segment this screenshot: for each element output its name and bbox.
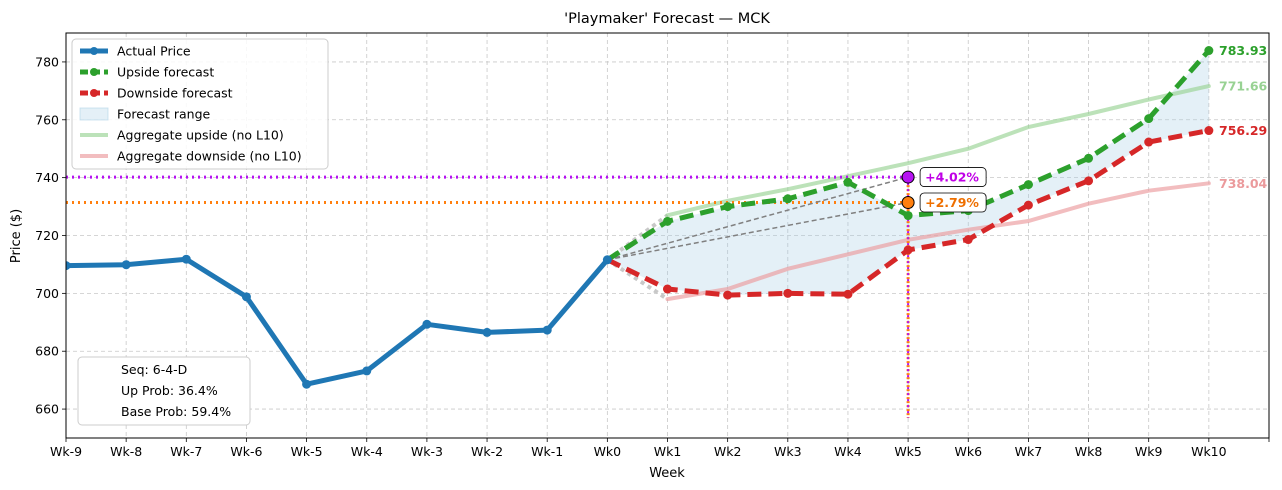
downside-forecast-point — [783, 288, 793, 298]
legend-label: Upside forecast — [117, 65, 214, 80]
actual-price-point — [66, 261, 71, 271]
legend-swatch-marker — [90, 89, 98, 97]
actual-price-point — [422, 319, 432, 329]
x-tick-label: Wk7 — [1015, 444, 1043, 459]
end-value-label: 783.93 — [1219, 43, 1267, 58]
marker-label-box — [919, 167, 987, 187]
upside-forecast-point — [903, 211, 913, 221]
forecast-range-band — [607, 50, 1209, 296]
x-tick-label: Wk-1 — [531, 444, 563, 459]
legend-swatch — [79, 107, 109, 121]
legend: Actual Price Upside forecast Downside fore… — [71, 38, 329, 170]
stats-line: Up Prob: 36.4% — [121, 383, 218, 398]
x-tick-label: Wk8 — [1075, 444, 1103, 459]
y-tick-label: 700 — [35, 286, 59, 301]
chart-title: 'Playmaker' Forecast — MCK — [564, 11, 770, 27]
y-tick-label: 780 — [35, 54, 59, 69]
marker-projection-line — [607, 201, 909, 261]
actual-price-point — [362, 366, 372, 376]
legend-label: Aggregate upside (no L10) — [117, 128, 284, 143]
legend-swatch-marker — [90, 68, 98, 76]
aggregate-downside-line — [665, 181, 1211, 302]
end-value-label: 771.66 — [1219, 79, 1268, 94]
actual-price-point — [241, 292, 251, 302]
stats-line: Base Prob: 59.4% — [121, 404, 231, 419]
downside-forecast-point — [963, 235, 973, 245]
marker-label: +4.02% — [925, 170, 979, 185]
downside-forecast-point — [1204, 126, 1214, 136]
upside-forecast-point — [663, 216, 672, 226]
legend-label: Forecast range — [117, 107, 211, 122]
x-tick-label: Wk-7 — [170, 444, 202, 459]
x-tick-label: Wk4 — [834, 444, 862, 459]
legend-label: Actual Price — [117, 44, 191, 59]
actual-price-point — [181, 254, 191, 264]
end-value-label: 738.04 — [1219, 176, 1268, 191]
y-tick-label: 760 — [35, 112, 59, 127]
y-tick-label: 720 — [35, 228, 59, 243]
x-tick-label: Wk3 — [774, 444, 802, 459]
stats-box-frame — [77, 356, 251, 426]
downside-forecast-point — [843, 289, 853, 299]
upside-forecast-point — [1204, 46, 1214, 56]
x-ticks: Wk-9 Wk-8 Wk-7 Wk-6 Wk-5 Wk-4 Wk-3 Wk-2 Wk-1 Wk0 W… — [50, 438, 1270, 459]
downside-forecast-point — [1084, 176, 1094, 186]
marker-label: +2.79% — [925, 195, 979, 210]
downside-forecast-point — [663, 284, 672, 294]
x-tick-label: Wk-2 — [471, 444, 503, 459]
upside-forecast-point — [783, 194, 793, 204]
actual-price-point — [302, 379, 312, 389]
plot-area — [66, 46, 1214, 418]
x-tick-label: Wk6 — [954, 444, 982, 459]
upside-forecast-point — [843, 177, 853, 187]
marker-labels: +4.02% +2.79% — [901, 167, 987, 213]
legend-box — [71, 38, 329, 170]
x-tick-label: Wk0 — [594, 444, 622, 459]
upside-forecast-point — [1023, 180, 1033, 190]
y-tick-label: 740 — [35, 170, 59, 185]
marker-projection-line — [607, 176, 909, 261]
y-tick-label: 660 — [35, 402, 59, 417]
x-tick-label: Wk-8 — [110, 444, 142, 459]
actual-price-line — [66, 256, 610, 387]
stats-box: Seq: 6-4-D Up Prob: 36.4% Base Prob: 59.4% — [77, 356, 251, 426]
x-tick-label: Wk-5 — [291, 444, 323, 459]
x-tick-label: Wk10 — [1191, 444, 1227, 459]
upside-forecast-point — [1084, 153, 1094, 163]
actual-price-point — [602, 255, 612, 265]
y-axis-label: Price ($) — [9, 209, 24, 263]
y-ticks: 660 680 700 720 740 760 780 — [35, 54, 66, 417]
x-tick-label: Wk-4 — [351, 444, 383, 459]
x-tick-label: Wk2 — [714, 444, 742, 459]
marker-label-box — [919, 192, 987, 213]
legend-label: Aggregate downside (no L10) — [117, 149, 302, 164]
actual-price-point — [482, 327, 492, 337]
stats-line: Seq: 6-4-D — [121, 362, 187, 377]
x-tick-label: Wk1 — [654, 444, 682, 459]
upside-forecast-point — [723, 202, 733, 212]
legend-swatch-marker — [90, 47, 98, 55]
downside-forecast-point — [723, 290, 733, 300]
downside-forecast-point — [1023, 200, 1033, 210]
marker-dot — [901, 170, 915, 184]
downside-forecast-point — [903, 245, 913, 255]
downside-forecast-point — [1144, 137, 1154, 147]
x-tick-label: Wk-3 — [411, 444, 443, 459]
x-tick-label: Wk-6 — [230, 444, 262, 459]
x-tick-label: Wk9 — [1135, 444, 1163, 459]
upside-forecast-point — [1144, 114, 1154, 124]
y-tick-label: 680 — [35, 344, 59, 359]
actual-price-point — [542, 325, 552, 335]
actual-price-point — [121, 260, 131, 270]
x-tick-label: Wk-9 — [50, 444, 82, 459]
marker-dot — [901, 196, 915, 210]
legend-label: Downside forecast — [117, 86, 233, 101]
end-value-label: 756.29 — [1219, 123, 1267, 138]
x-tick-label: Wk5 — [894, 444, 922, 459]
x-axis-label: Week — [649, 466, 685, 481]
aggregate-upside-line — [665, 84, 1211, 218]
end-labels: 783.93 771.66 756.29 738.04 — [1219, 43, 1268, 191]
